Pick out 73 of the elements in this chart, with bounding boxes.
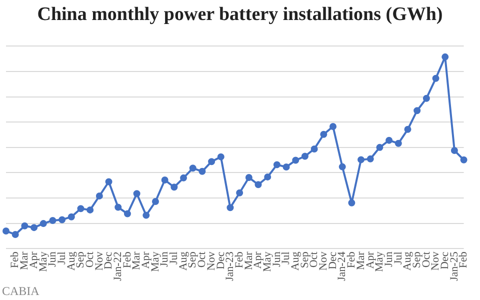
point (245, 174, 252, 182)
point (301, 152, 308, 160)
point (49, 216, 56, 224)
point (161, 176, 168, 184)
point (2, 228, 10, 235)
point (358, 156, 365, 164)
point (292, 156, 300, 164)
point (226, 204, 234, 212)
x-tick-label: Aug (290, 251, 302, 271)
point (330, 123, 336, 130)
point (282, 163, 290, 170)
point (273, 161, 280, 168)
point (77, 205, 84, 212)
point (21, 222, 28, 230)
point (450, 147, 458, 154)
point (142, 212, 150, 219)
point (189, 164, 196, 172)
point (217, 153, 224, 160)
point (86, 206, 94, 214)
point (310, 145, 318, 152)
point (264, 173, 272, 180)
point (180, 174, 188, 182)
point (133, 190, 140, 198)
point (348, 199, 356, 206)
x-tick-label: Jul (392, 252, 404, 265)
x-tick-label: Nov (430, 251, 442, 271)
point (338, 163, 346, 170)
x-tick-label: Dec (102, 252, 115, 270)
x-tick-label: Oct (420, 252, 432, 268)
x-tick-label: Jun (158, 251, 171, 267)
x-tick-label: Jan-24 (336, 251, 348, 281)
x-tick-label: Mar (130, 251, 143, 270)
x-tick-label: May (37, 251, 50, 272)
text: CABIA (2, 284, 40, 299)
point (254, 181, 262, 188)
x-tick-label: Jun (270, 251, 283, 267)
point (124, 210, 131, 218)
x-tick-label: Jul (280, 252, 292, 265)
point (432, 74, 440, 82)
point (386, 136, 393, 144)
point (40, 220, 47, 228)
point (404, 126, 412, 133)
point (460, 156, 468, 164)
point (114, 204, 122, 211)
point (236, 189, 244, 196)
point (376, 144, 384, 151)
point (12, 230, 19, 238)
point (320, 130, 328, 138)
point (30, 224, 38, 232)
x-tick-label: Oct (308, 252, 320, 268)
x-tick-label: Feb (458, 251, 470, 268)
x-tick-label: Feb (9, 251, 22, 268)
x-tick-label: Aug (65, 251, 78, 271)
point (152, 198, 159, 206)
point (170, 184, 178, 191)
x-tick-label: Aug (402, 251, 414, 271)
point (58, 216, 66, 224)
point (414, 107, 421, 114)
chart-title: China monthly power battery installations (GWh) (36, 4, 444, 26)
point (422, 94, 430, 102)
x-tick-label: Sep (186, 251, 199, 268)
point (68, 213, 75, 220)
point (105, 178, 112, 186)
point (208, 158, 216, 166)
x-tick-label: Nov (93, 251, 106, 271)
x-tick-label: Apr (364, 251, 376, 269)
x-tick-label: Mar (242, 251, 255, 270)
point (394, 140, 402, 147)
point (366, 155, 374, 162)
point (442, 53, 449, 60)
point (96, 192, 103, 200)
x-tick-label: Dec (214, 252, 227, 270)
point (198, 168, 206, 175)
